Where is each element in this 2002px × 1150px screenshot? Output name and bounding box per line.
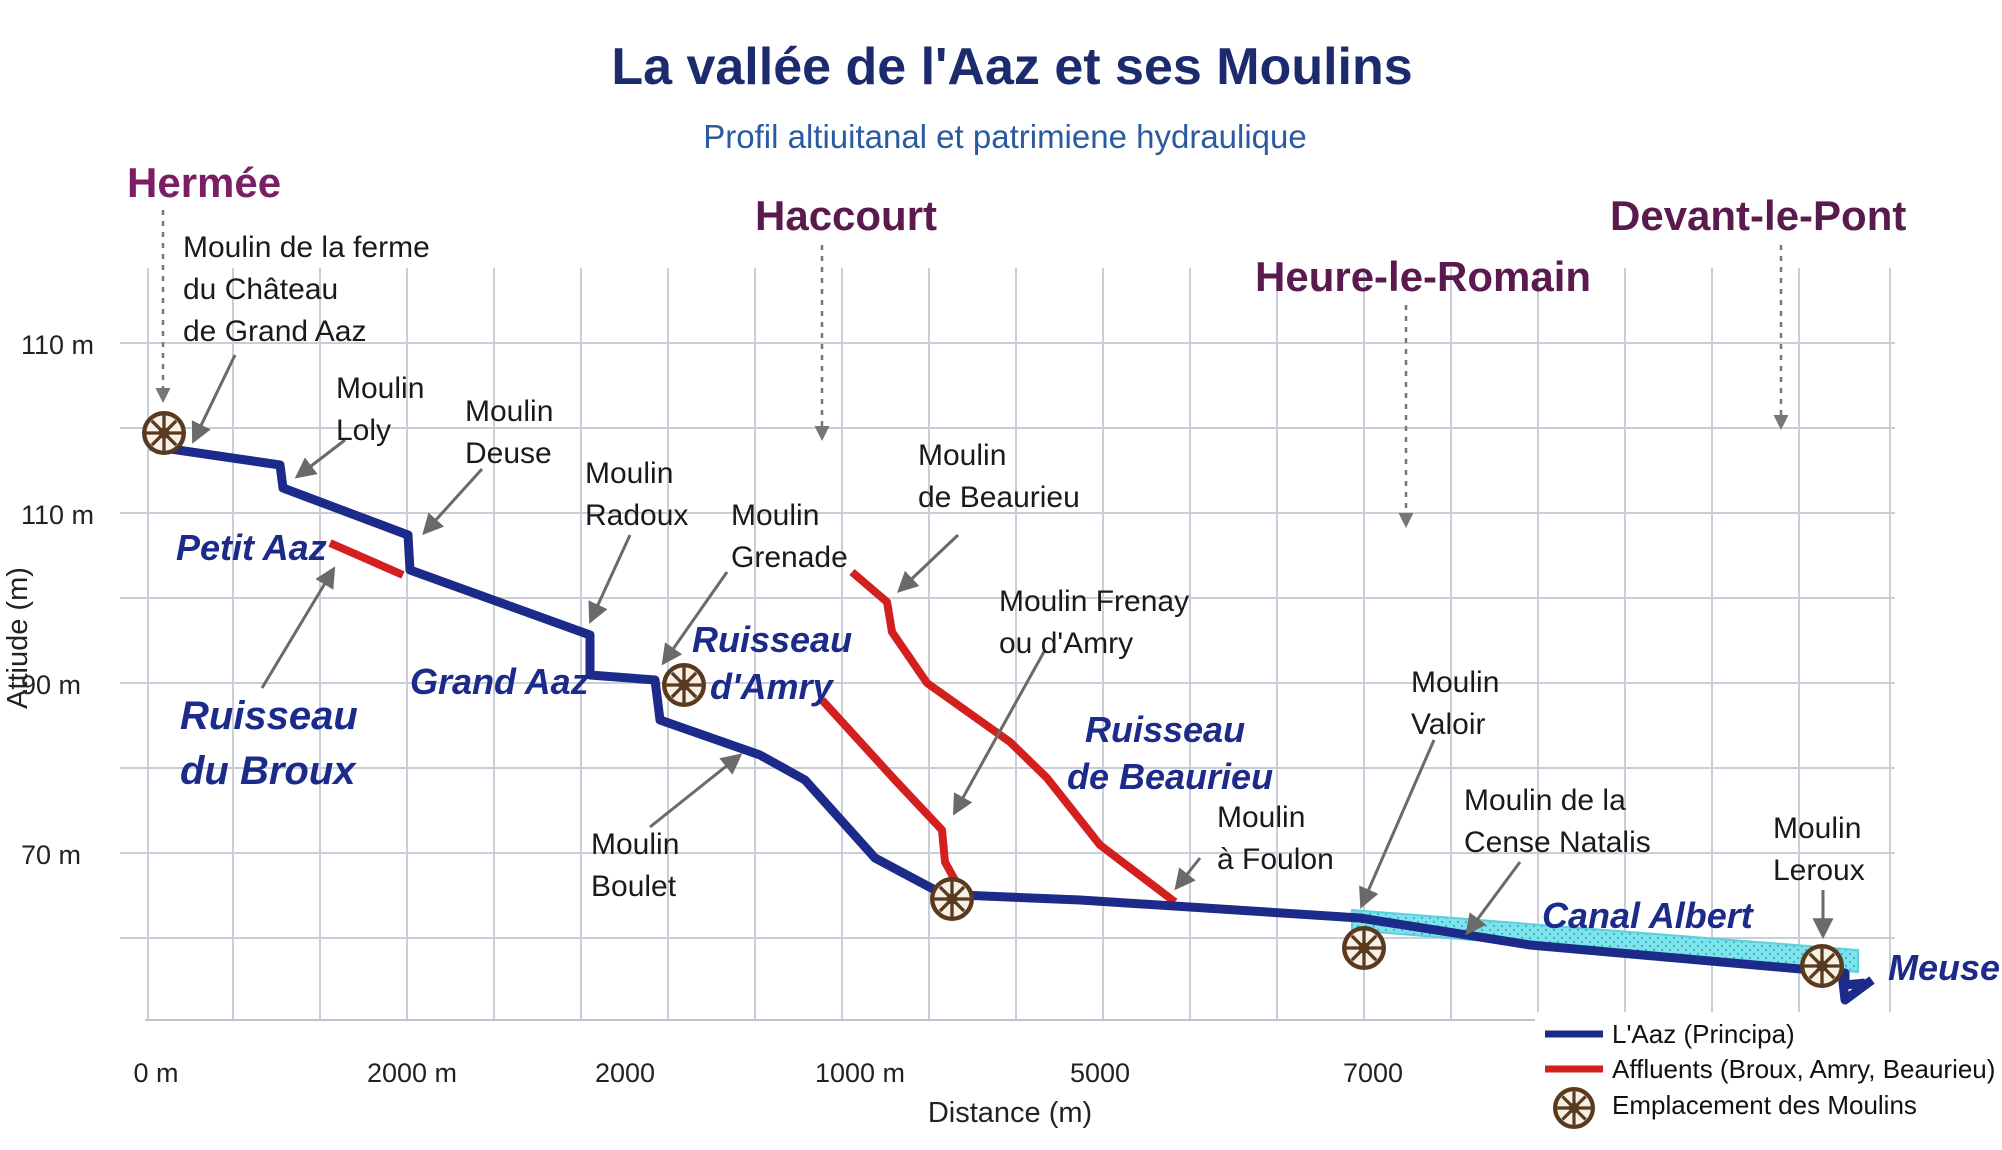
- label-moulin-beaurieu: Moulin de Beaurieu: [918, 439, 1080, 514]
- label-moulin-grenade: Moulin Grenade: [731, 499, 848, 574]
- meuse-outlet: [1837, 972, 1875, 1005]
- x-tick-label: 5000: [1070, 1058, 1130, 1088]
- tributary-broux: [328, 539, 405, 579]
- tributaries: [328, 539, 1178, 906]
- label-moulin-ferme: Moulin de la ferme du Château de Grand A…: [183, 231, 438, 348]
- label-meuse: Meuse: [1888, 947, 2000, 988]
- mill-wheel-icon: [144, 413, 184, 453]
- label-ruisseau-broux: Ruisseau du Broux: [180, 694, 369, 793]
- label-moulin-foulon: Moulin à Foulon: [1217, 801, 1334, 876]
- tributary-beaurieu: [849, 568, 1178, 906]
- town-hermee: Hermée: [127, 159, 281, 206]
- label-moulin-leroux: Moulin Leroux: [1773, 812, 1870, 887]
- town-haccourt: Haccourt: [755, 192, 937, 239]
- legend-label-tributaries: Affluents (Broux, Amry, Beaurieu): [1612, 1054, 1995, 1084]
- legend-label-main: L'Aaz (Principa): [1612, 1019, 1795, 1049]
- x-tick-label: 2000 m: [367, 1058, 457, 1088]
- x-tick-label: 2000: [595, 1058, 655, 1088]
- x-axis-title: Distance (m): [928, 1097, 1092, 1129]
- label-canal-albert: Canal Albert: [1542, 895, 1755, 936]
- label-grand-aaz: Grand Aaz: [410, 661, 589, 702]
- diagram-subtitle: Profil altiuitanal et patrimiene hydraul…: [703, 118, 1307, 155]
- label-moulin-cense: Moulin de la Cense Natalis: [1464, 784, 1651, 859]
- tributary-amry: [819, 697, 966, 895]
- mill-wheel-icon: [1802, 946, 1842, 986]
- legend-label-mills: Emplacement des Moulins: [1612, 1090, 1917, 1120]
- y-axis-title: Attiude (m): [2, 567, 34, 709]
- label-moulin-radoux: Moulin Radoux: [585, 457, 688, 532]
- label-petit-aaz: Petit Aaz: [176, 527, 327, 568]
- y-tick-label: 70 m: [21, 840, 81, 870]
- annotation-arrows: [191, 354, 1834, 940]
- x-tick-label: 1000 m: [815, 1058, 905, 1088]
- mill-wheel-icon: [1344, 928, 1384, 968]
- legend: L'Aaz (Principa) Affluents (Broux, Amry,…: [1535, 1012, 2002, 1145]
- label-ruisseau-amry: Ruisseau d'Amry: [692, 619, 862, 707]
- y-tick-label: 90 m: [21, 670, 81, 700]
- label-ruisseau-beaurieu: Ruisseau de Beaurieu: [1067, 709, 1273, 797]
- label-moulin-boulet: Moulin Boulet: [591, 828, 688, 903]
- y-tick-label: 110 m: [21, 330, 94, 360]
- label-moulin-deuse: Moulin Deuse: [465, 395, 562, 470]
- x-tick-label: 0 m: [133, 1058, 178, 1088]
- town-devant-le-pont: Devant-le-Pont: [1610, 192, 1906, 239]
- vertical-gridlines: [147, 268, 1891, 1020]
- x-tick-label: 7000: [1343, 1058, 1403, 1088]
- town-markers: [155, 210, 1789, 528]
- label-moulin-valoir: Moulin Valoir: [1411, 666, 1508, 741]
- label-moulin-frenay: Moulin Frenay ou d'Amry: [999, 585, 1197, 660]
- legend-mill-wheel-icon: [1555, 1089, 1593, 1127]
- legend-background: [1535, 1012, 2002, 1145]
- y-tick-label: 110 m: [21, 500, 94, 530]
- label-moulin-loly: Moulin Loly: [336, 372, 433, 447]
- mill-wheel-icon: [664, 665, 704, 705]
- town-heure-le-romain: Heure-le-Romain: [1255, 253, 1591, 300]
- main-river-aaz: [149, 441, 1866, 990]
- diagram-title: La vallée de l'Aaz et ses Moulins: [611, 38, 1412, 96]
- mill-wheel-icon: [932, 879, 972, 919]
